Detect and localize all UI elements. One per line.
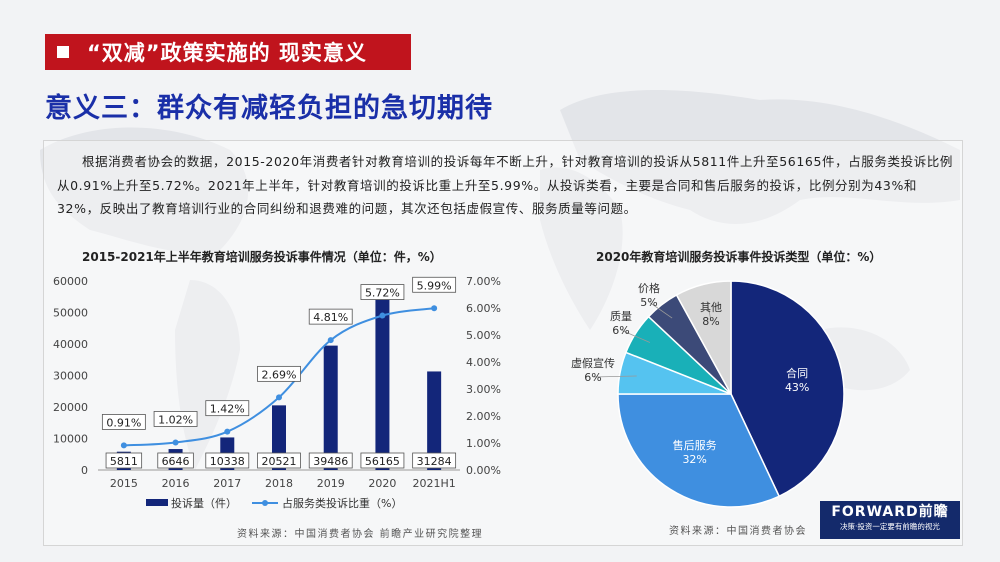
- pie-leader-line: [706, 300, 712, 322]
- x-tick-label: 2016: [162, 477, 190, 490]
- brand-logo: FORWARD前瞻 决策·投资一定要有前瞻的视光: [820, 501, 960, 539]
- pie-chart-title: 2020年教育培训服务投诉事件投诉类型（单位：%）: [596, 249, 881, 264]
- y-left-tick-label: 50000: [53, 307, 88, 320]
- bar-value-box: [205, 452, 250, 469]
- bar-2021H1: [427, 371, 442, 470]
- legend-line-label: 占服务类投诉比重（%）: [282, 496, 402, 510]
- x-tick-label: 2015: [110, 477, 138, 490]
- share-value-label: 4.81%: [313, 311, 348, 324]
- y-right-tick-label: 2.00%: [466, 410, 501, 423]
- y-right-tick-label: 7.00%: [466, 275, 501, 288]
- bar-value-label: 31284: [417, 455, 452, 468]
- pie-slice-value: 6%: [584, 371, 601, 384]
- x-tick-label: 2020: [368, 477, 396, 490]
- bar-value-box: [257, 452, 301, 469]
- pie-slice-0: [730, 280, 845, 498]
- y-right-tick-label: 0.00%: [466, 464, 501, 477]
- share-point-2020: [379, 312, 386, 319]
- y-left-tick-label: 60000: [53, 275, 88, 288]
- y-right-tick-label: 6.00%: [466, 302, 501, 315]
- share-point-2021H1: [431, 305, 438, 312]
- pie-slice-label: 价格: [638, 281, 660, 295]
- bar-value-label: 39486: [313, 455, 348, 468]
- x-tick-label: 2019: [317, 477, 345, 490]
- y-left-tick-label: 0: [81, 464, 88, 477]
- section-header-bar: “双减”政策实施的 现实意义: [45, 34, 411, 70]
- bar-value-label: 56165: [365, 455, 400, 468]
- y-right-tick-label: 1.00%: [466, 437, 501, 450]
- bar-chart-title: 2015-2021年上半年教育培训服务投诉事件情况（单位：件，%）: [82, 249, 442, 264]
- pie-leader-line: [620, 329, 651, 343]
- share-point-2018: [276, 394, 282, 401]
- bar-value-label: 5811: [110, 455, 138, 468]
- share-value-box: [101, 414, 146, 430]
- pie-slice-label: 售后服务: [673, 438, 717, 452]
- bar-value-label: 20521: [262, 455, 297, 468]
- share-value-box: [308, 308, 353, 325]
- summary-paragraph: 根据消费者协会的数据，2015-2020年消费者针对教育培训的投诉每年不断上升，…: [57, 154, 954, 216]
- bar-2020: [375, 293, 390, 470]
- bar-value-box: [105, 452, 143, 469]
- bar-value-box: [308, 452, 353, 469]
- pie-slice-label: 其他: [700, 301, 722, 314]
- y-left-tick-label: 40000: [53, 338, 88, 351]
- share-point-2015: [120, 442, 127, 449]
- pie-chart-source: 资料来源：中国消费者协会: [669, 526, 807, 537]
- bar-value-box: [360, 452, 405, 469]
- bar-value-label: 10338: [210, 455, 245, 468]
- bar-value-label: 6646: [162, 455, 190, 468]
- legend-line-marker: [262, 500, 268, 506]
- bullet-square-icon: [57, 46, 69, 58]
- y-left-tick-label: 30000: [53, 370, 88, 383]
- bar-value-box: [157, 452, 194, 469]
- pie-slice-label: 虚假宣传: [571, 356, 615, 370]
- bar-value-box: [412, 452, 457, 469]
- section-header-title: “双减”政策实施的 现实意义: [87, 41, 367, 65]
- pie-slice-value: 32%: [682, 453, 706, 466]
- pie-slice-label: 合同: [786, 366, 808, 380]
- y-left-tick-label: 20000: [53, 401, 88, 414]
- bar-chart-source: 资料来源：中国消费者协会 前瞻产业研究院整理: [237, 529, 484, 540]
- pie-slice-value: 43%: [785, 381, 809, 394]
- x-tick-label: 2021H1: [413, 477, 456, 490]
- share-value-box: [360, 284, 405, 300]
- pie-slice-5: [675, 280, 732, 395]
- share-value-label: 1.42%: [210, 403, 245, 416]
- share-value-box: [257, 365, 301, 382]
- pie-leader-line: [592, 375, 637, 378]
- brand-slogan: 决策·投资一定要有前瞻的视光: [840, 522, 940, 531]
- pie-slice-value: 5%: [640, 296, 657, 309]
- x-tick-label: 2018: [265, 477, 293, 490]
- y-left-tick-label: 10000: [53, 433, 88, 446]
- share-value-label: 1.02%: [158, 413, 193, 426]
- share-point-2019: [327, 337, 334, 344]
- share-point-2016: [172, 439, 179, 446]
- bar-2019: [323, 345, 338, 470]
- pie-slice-label: 质量: [610, 310, 632, 323]
- share-value-box: [153, 411, 198, 427]
- brand-name: FORWARD前瞻: [831, 504, 949, 520]
- share-value-label: 2.69%: [262, 368, 297, 381]
- share-value-label: 0.91%: [106, 416, 141, 429]
- x-tick-label: 2017: [213, 477, 241, 490]
- y-right-tick-label: 4.00%: [466, 356, 501, 369]
- legend-bar-swatch: [146, 499, 168, 506]
- share-value-label: 5.99%: [417, 279, 452, 292]
- y-right-tick-label: 5.00%: [466, 329, 501, 342]
- slide-subtitle: 意义三：群众有减轻负担的急切期待: [45, 93, 493, 124]
- legend-bar-label: 投诉量（件）: [171, 496, 237, 510]
- pie-leader-line: [648, 301, 673, 319]
- pie-slice-value: 6%: [612, 324, 629, 337]
- pie-slice-1: [617, 393, 781, 508]
- share-point-2017: [224, 428, 231, 435]
- share-value-box: [412, 276, 457, 293]
- y-right-tick-label: 3.00%: [466, 383, 501, 396]
- share-value-label: 5.72%: [365, 287, 400, 300]
- share-value-box: [205, 400, 250, 417]
- pie-slice-value: 8%: [702, 315, 719, 328]
